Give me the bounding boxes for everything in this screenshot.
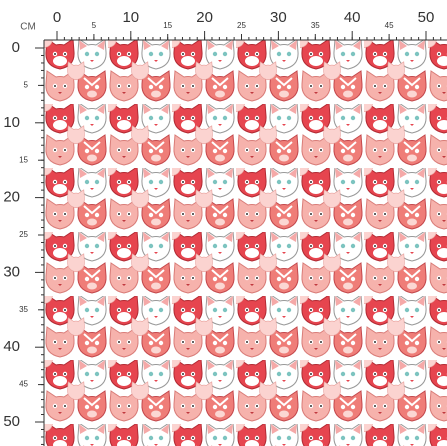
ruler-label: 5 xyxy=(24,81,29,90)
ruler-label: 45 xyxy=(385,21,394,30)
ruler-label: 10 xyxy=(3,114,20,131)
ruler-label: 40 xyxy=(344,9,361,26)
ruler-label: 50 xyxy=(3,413,20,430)
ruler-label: 50 xyxy=(418,9,435,26)
ruler-label: 0 xyxy=(12,39,20,56)
ruler-label: 35 xyxy=(19,305,28,314)
ruler-label: 5 xyxy=(92,21,97,30)
ruler-label: 20 xyxy=(3,189,20,206)
ruler-label: 20 xyxy=(196,9,213,26)
ruler-label: 25 xyxy=(19,230,28,239)
ruler-label: 15 xyxy=(19,155,28,164)
unit-label: CM xyxy=(20,22,36,33)
ruler-label: 45 xyxy=(19,380,28,389)
ruler-label: 30 xyxy=(270,9,287,26)
ruler-label: 35 xyxy=(311,21,320,30)
ruler-label: 40 xyxy=(3,338,20,355)
cat-pattern xyxy=(44,40,447,446)
ruler-label: 0 xyxy=(53,9,61,26)
ruler-label: 15 xyxy=(163,21,172,30)
ruler-label: 25 xyxy=(237,21,246,30)
ruler-label: 10 xyxy=(122,9,139,26)
ruler-label: 30 xyxy=(3,263,20,280)
